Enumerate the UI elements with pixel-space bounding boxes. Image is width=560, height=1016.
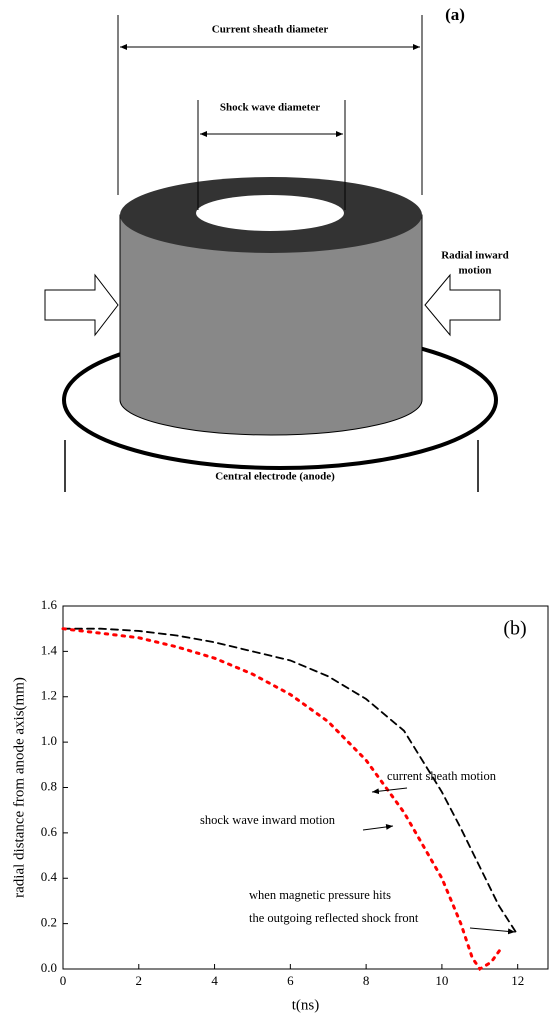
motion-label: motion <box>459 265 492 277</box>
series-line <box>61 627 505 972</box>
y-tick-label: 1.4 <box>41 642 58 657</box>
panel-label: (b) <box>503 618 526 640</box>
y-tick-label: 1.2 <box>41 688 57 703</box>
dimension-label: Current sheath diameter <box>212 24 329 36</box>
y-tick-label: 1.6 <box>41 597 58 612</box>
y-tick-label: 0.6 <box>41 824 58 839</box>
annotation-arrow <box>469 927 516 935</box>
motion-arrow <box>44 273 119 337</box>
x-tick-label: 0 <box>60 973 67 988</box>
y-tick-label: 1.0 <box>41 733 57 748</box>
x-tick-label: 10 <box>435 973 448 988</box>
y-tick-label: 0.8 <box>41 778 57 793</box>
series-line <box>62 627 519 936</box>
annotation-arrow <box>371 787 408 795</box>
x-tick-label: 2 <box>136 973 143 988</box>
x-tick-label: 4 <box>211 973 218 988</box>
x-tick-label: 8 <box>363 973 370 988</box>
cylinder-hole <box>196 195 344 231</box>
x-tick-label: 6 <box>287 973 294 988</box>
annotation: when magnetic pressure hits <box>249 888 391 902</box>
electrode-label: Central electrode (anode) <box>215 471 335 483</box>
y-tick-label: 0.2 <box>41 915 57 930</box>
y-tick-label: 0.0 <box>41 960 57 975</box>
annotation: current sheath motion <box>387 769 497 783</box>
annotation: shock wave inward motion <box>200 813 336 827</box>
cylinder-body <box>119 214 423 436</box>
x-tick-label: 12 <box>511 973 524 988</box>
diagram: (a) Current sheath diameter Shock wave d… <box>44 5 509 492</box>
panel-label: (a) <box>445 5 465 24</box>
annotation: the outgoing reflected shock front <box>249 911 419 925</box>
motion-arrow <box>424 273 501 337</box>
y-tick-label: 0.4 <box>41 869 58 884</box>
annotation-arrow <box>362 823 394 831</box>
motion-label: Radial inward <box>441 250 509 262</box>
dimension-label: Shock wave diameter <box>220 102 320 114</box>
y-axis-label: radial distance from anode axis(mm) <box>11 677 27 898</box>
x-axis-label: t(ns) <box>292 997 320 1013</box>
chart: 0.0 0.2 0.4 0.6 0.8 1.0 1.2 1.4 1.6 0 2 4 6 8 10 12 t(ns… <box>11 597 549 1013</box>
